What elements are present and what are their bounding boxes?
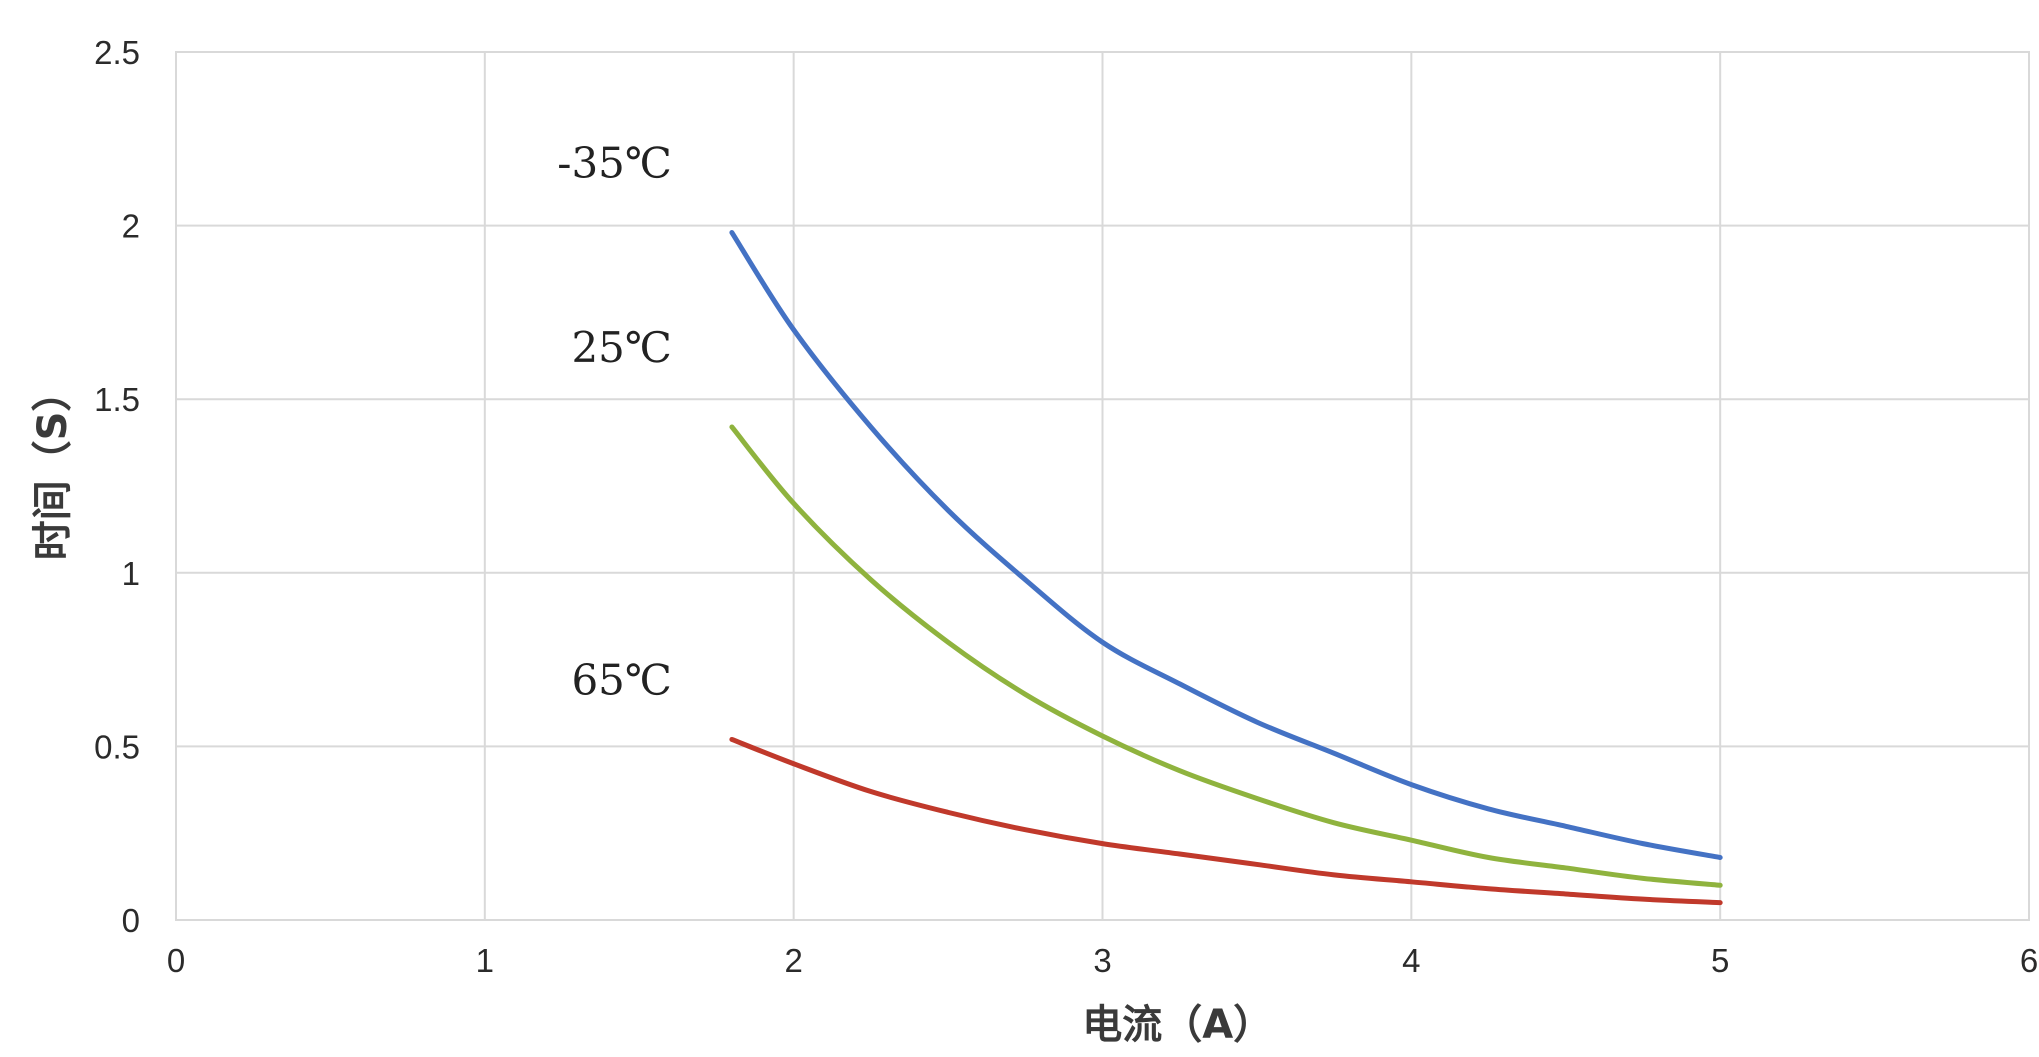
x-axis-ticks: 0 1 2 3 4 5 6 bbox=[167, 942, 2038, 979]
y-tick-label: 2 bbox=[122, 208, 140, 245]
y-tick-label: 2.5 bbox=[94, 34, 140, 71]
series-line-1 bbox=[729, 424, 1723, 888]
series-layer bbox=[729, 230, 1723, 906]
y-tick-label: 1 bbox=[122, 555, 140, 592]
series-annotations: -35℃ 25℃ 65℃ bbox=[557, 139, 672, 705]
x-tick-label: 2 bbox=[784, 942, 802, 979]
x-tick-label: 4 bbox=[1402, 942, 1420, 979]
gridlines bbox=[175, 51, 2030, 921]
y-tick-label: 0 bbox=[122, 902, 140, 939]
series-annotation-2: 65℃ bbox=[571, 655, 671, 704]
series-line-2 bbox=[729, 736, 1723, 906]
x-tick-label: 6 bbox=[2020, 942, 2038, 979]
plot-area-border bbox=[175, 51, 2030, 921]
y-tick-label: 0.5 bbox=[94, 728, 140, 765]
y-axis-title: 时间（S） bbox=[30, 372, 76, 561]
y-tick-label: 1.5 bbox=[94, 381, 140, 418]
x-tick-label: 3 bbox=[1093, 942, 1111, 979]
x-tick-label: 5 bbox=[1711, 942, 1729, 979]
x-axis-title: 电流（A） bbox=[1082, 1002, 1273, 1048]
series-annotation-0: -35℃ bbox=[557, 139, 672, 188]
x-tick-label: 0 bbox=[167, 942, 185, 979]
series-line-0 bbox=[729, 230, 1723, 860]
x-tick-label: 1 bbox=[476, 942, 494, 979]
series-annotation-1: 25℃ bbox=[571, 323, 671, 372]
y-axis-ticks: 0 0.5 1 1.5 2 2.5 bbox=[94, 34, 140, 939]
